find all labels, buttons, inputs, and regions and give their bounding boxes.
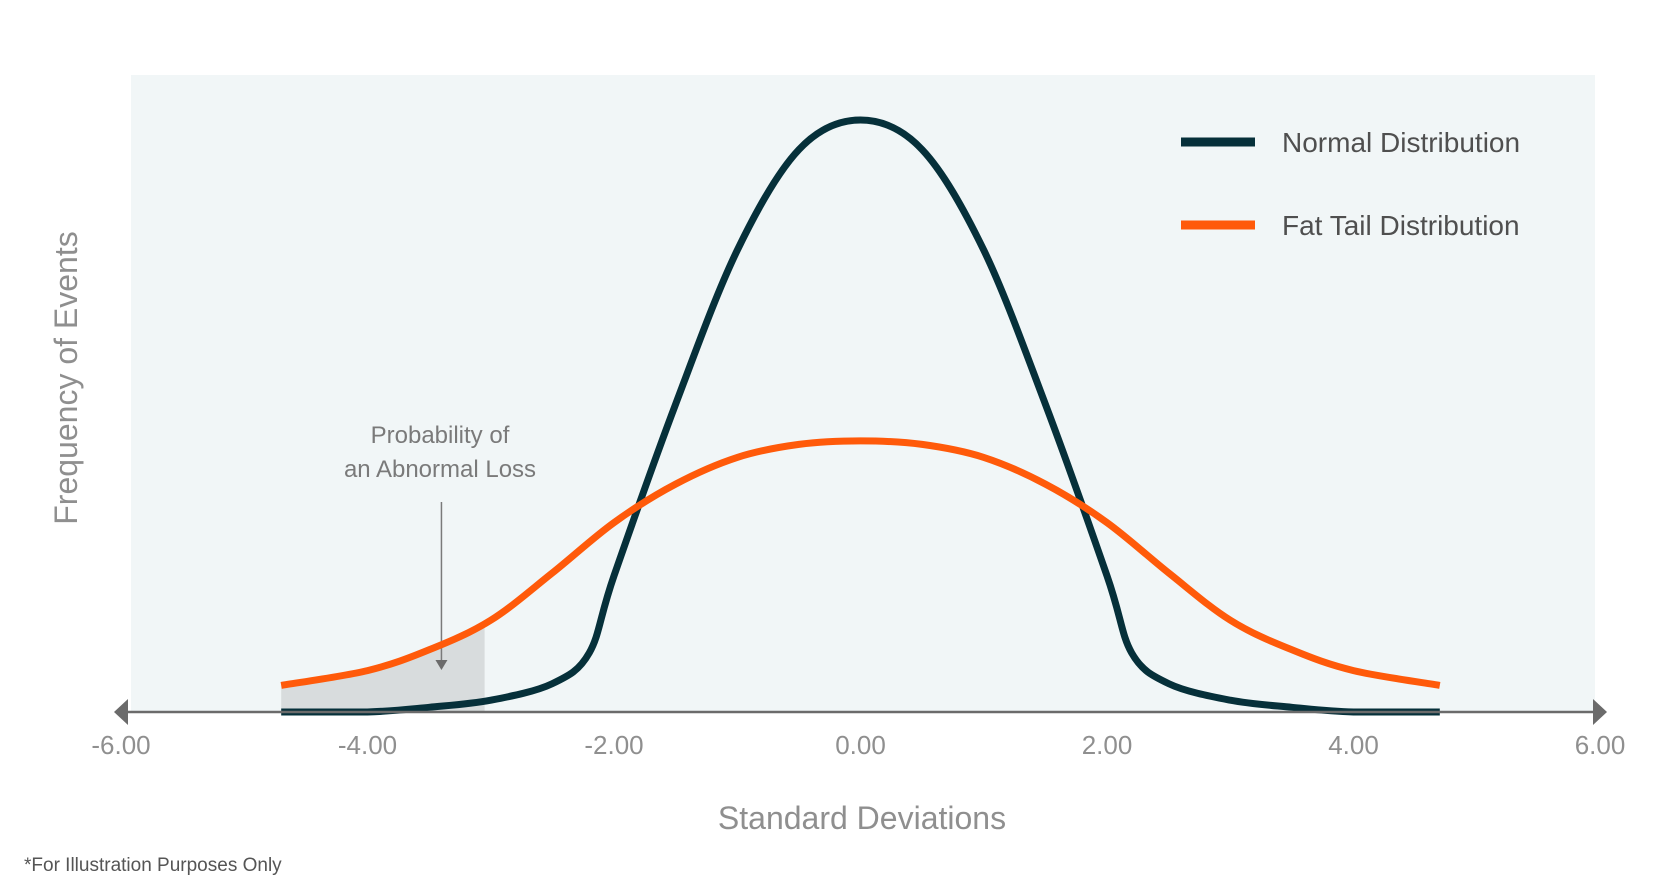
x-axis-arrow-right — [1593, 699, 1607, 725]
series-line-normal-distribution — [281, 116, 1440, 716]
x-axis-title: Standard Deviations — [718, 800, 1006, 836]
series-group — [280, 116, 1441, 716]
y-axis-title: Frequency of Events — [48, 231, 84, 524]
x-tick-label: 0.00 — [835, 730, 886, 760]
annotation-line-2: an Abnormal Loss — [344, 456, 536, 483]
series-line-fat-tail-distribution — [280, 437, 1441, 689]
x-axis — [114, 699, 1607, 725]
annotation-arrow-head — [435, 660, 448, 670]
legend-label-normal: Normal Distribution — [1282, 127, 1520, 158]
annotation-line-1: Probability of — [371, 422, 510, 449]
x-tick-labels: -6.00 -4.00 -2.00 0.00 2.00 4.00 6.00 — [91, 730, 1625, 760]
x-tick-label: 2.00 — [1082, 730, 1133, 760]
x-tick-label: -4.00 — [338, 730, 397, 760]
footnote: *For Illustration Purposes Only — [24, 855, 282, 876]
x-tick-label: -2.00 — [584, 730, 643, 760]
legend: Normal Distribution Fat Tail Distributio… — [1181, 127, 1520, 241]
annotation-group: Probability of an Abnormal Loss — [344, 422, 536, 670]
plot-background — [131, 75, 1595, 712]
x-axis-arrow-left — [114, 699, 128, 725]
x-tick-label: 4.00 — [1328, 730, 1379, 760]
x-tick-label: 6.00 — [1575, 730, 1626, 760]
legend-label-fat-tail: Fat Tail Distribution — [1282, 210, 1520, 241]
x-tick-label: -6.00 — [91, 730, 150, 760]
